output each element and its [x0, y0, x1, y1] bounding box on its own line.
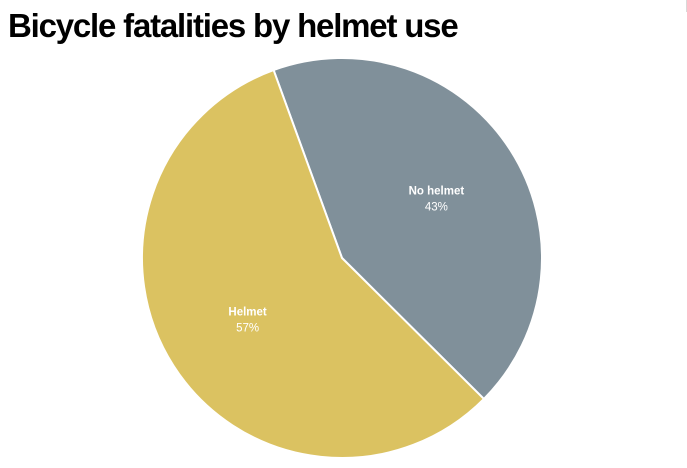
- pie-slice-no-helmet: [272, 57, 543, 400]
- pie-labels: No helmet 43% Helmet 57%: [228, 186, 464, 335]
- pie-slice-helmet: [141, 69, 485, 459]
- pie-slices: [141, 57, 543, 459]
- slice-value-helmet: 57%: [236, 322, 259, 334]
- slice-label-helmet: Helmet: [228, 306, 267, 318]
- chart-title: Bicycle fatalities by helmet use: [8, 7, 459, 44]
- slice-value-no-helmet: 43%: [425, 202, 448, 214]
- slice-label-no-helmet: No helmet: [409, 186, 465, 198]
